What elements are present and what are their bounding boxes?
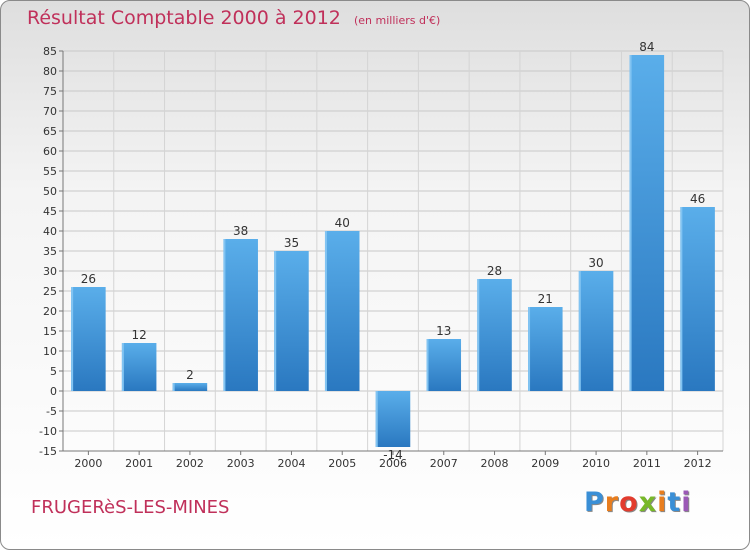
proxiti-logo[interactable]: Proxiti [584,487,692,518]
bar-highlight [172,383,175,391]
bar-highlight [528,307,531,391]
bar [578,271,614,391]
x-tick-label: 2004 [277,457,305,470]
bar [274,251,309,391]
y-tick-label: 40 [43,225,57,238]
bar-highlight [578,271,581,391]
bar-highlight [223,239,226,391]
y-tick-label: -10 [39,425,57,438]
value-label: 21 [538,292,553,306]
value-label: 40 [335,216,350,230]
bar-highlight [274,251,277,391]
y-tick-label: -15 [39,445,57,458]
y-tick-label: 75 [43,85,57,98]
bar-highlight [477,279,480,391]
value-label: 12 [132,328,147,342]
chart-title: Résultat Comptable 2000 à 2012 [27,7,341,29]
bar [477,279,512,391]
logo-letter: r [604,487,620,518]
bar-highlight [71,287,74,391]
logo-letter: t [667,487,682,518]
y-tick-label: 50 [43,185,57,198]
value-label: 84 [639,40,654,54]
logo-letter: i [681,487,692,518]
y-tick-label: 25 [43,285,57,298]
y-tick-label: 30 [43,265,57,278]
value-label: 38 [233,224,248,238]
bars [71,55,715,447]
value-label: 26 [81,272,96,286]
x-tick-label: 2000 [74,457,102,470]
value-label: 30 [588,256,603,270]
x-tick-label: 2012 [684,457,712,470]
value-label: 2 [186,368,194,382]
logo-letter: P [584,487,605,518]
bar-highlight [680,207,683,391]
value-label: 46 [690,192,705,206]
y-tick-label: 15 [43,325,57,338]
chart-unit: (en milliers d'€) [353,14,441,27]
bar [223,239,258,391]
x-tick-label: 2011 [633,457,661,470]
y-tick-label: 45 [43,205,57,218]
value-label: 13 [436,324,451,338]
bar [172,383,208,391]
chart-title-block: Résultat Comptable 2000 à 2012 (en milli… [27,7,440,29]
bar [121,343,157,391]
bar-highlight [324,231,327,391]
logo-letter: o [619,487,639,518]
bar [629,55,665,391]
x-tick-label: 2003 [227,457,255,470]
value-label: 28 [487,264,502,278]
bar [375,391,411,447]
y-tick-label: 70 [43,105,57,118]
bar-highlight [121,343,124,391]
y-tick-label: 60 [43,145,57,158]
y-tick-label: 0 [50,385,57,398]
bar-highlight [629,55,632,391]
logo-letter: i [657,487,668,518]
value-label: -14 [383,448,403,462]
bar-highlight [375,391,378,447]
bar [324,231,360,391]
x-tick-label: 2007 [430,457,458,470]
y-tick-label: 20 [43,305,57,318]
axes [62,51,723,455]
bar-highlight [426,339,429,391]
y-tick-label: 85 [43,45,57,58]
bar [528,307,563,391]
y-tick-label: 10 [43,345,57,358]
x-tick-label: 2010 [582,457,610,470]
bar [71,287,106,391]
y-tick-label: 55 [43,165,57,178]
x-tick-label: 2005 [328,457,356,470]
labels: -15 -10 -5 0 5 10 15 20 25 30 35 40 45 50 55 60 65 70 75 80… [39,40,712,470]
value-label: 35 [284,236,299,250]
y-tick-label: 5 [50,365,57,378]
y-tick-label: -5 [46,405,57,418]
x-tick-label: 2008 [481,457,509,470]
y-tick-label: 35 [43,245,57,258]
town-name: FRUGERèS-LES-MINES [31,497,230,518]
x-tick-label: 2001 [125,457,153,470]
logo-letter: x [638,487,658,518]
x-tick-label: 2006 [379,457,407,470]
y-tick-label: 80 [43,65,57,78]
bar [426,339,462,391]
x-tick-label: 2002 [176,457,204,470]
y-tick-label: 65 [43,125,57,138]
bar [680,207,715,391]
x-tick-label: 2009 [531,457,559,470]
